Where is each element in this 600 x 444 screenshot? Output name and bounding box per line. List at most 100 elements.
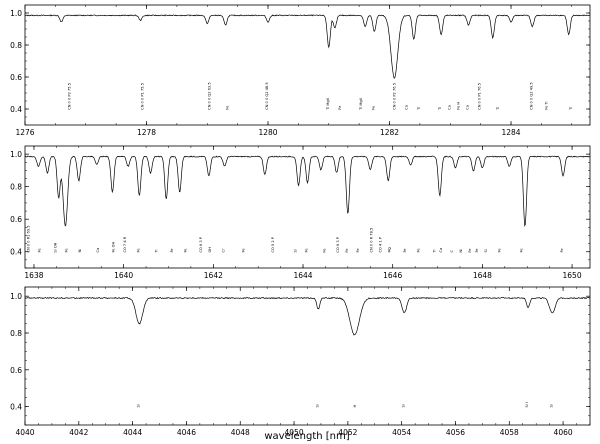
line-id-label: Ca [447,105,451,110]
line-id-label: Mg [387,247,391,252]
y-tick-label: 0.6 [10,366,22,375]
line-id-label: CN 0 0 Q2 49.5 [529,82,533,109]
spectrum-panel-2: 0.4 0.6 0.8 1.0 1638 1640 1642 1644 1646 1648 1650… [10,145,591,280]
line-id-label: Fe [183,248,187,253]
y-tick-label: 1.0 [10,9,22,18]
line-id-label: Fe H [456,102,460,110]
x-tick-label: 4040 [15,428,34,437]
line-id-label: Ni [459,249,463,253]
line-id-label: CN 0 0 P2 76.5 [393,83,397,110]
line-id-label: Ca [465,105,469,110]
line-id-label: Fe [38,248,42,253]
x-tick-label: 4052 [338,428,357,437]
line-id-label: Fe OH [112,241,116,252]
line-id-label: Fe [304,248,308,253]
line-id-label: H [353,405,357,408]
line-id-label: CN 0 0 R 78.5 [370,228,374,253]
line-id-label: Si [136,404,140,407]
line-id-label: OH [208,247,212,253]
line-id-label: CN 0 0 P2 75.5 [68,83,72,110]
line-id-label: Fe [520,248,524,253]
figure-x-axis-label: wavelength [nm] [264,431,349,442]
y-tick-label: 0.4 [10,248,22,257]
spectrum-line [24,296,591,336]
y-tick-label: 0.6 [10,215,22,224]
line-id-label: Fe [560,248,564,253]
x-tick-label: 1278 [137,128,156,137]
line-id-label: Cr [222,248,226,253]
x-tick-label: 1642 [204,271,223,280]
line-id-label: CN 0 0 P1 75.5 [140,83,144,110]
line-id-label: CN 0 0 R1 69.5 [26,225,30,252]
line-id-label: Fe [356,248,360,253]
x-tick-label: 4044 [123,428,142,437]
line-id-label: Si [484,249,488,252]
line-id-label: C [450,250,454,253]
plot-frame [24,145,591,269]
x-tick-label: 1276 [15,128,34,137]
spectrum-panel-1: 0.4 0.6 0.8 1.0 1276 1278 1280 1282 1284 CN 0 0 P… [10,4,591,137]
line-id-label: Fe [417,248,421,253]
line-id-label: Fe [403,248,407,253]
y-tick-label: 0.6 [10,73,22,82]
x-tick-label: 4058 [500,428,519,437]
line-id-label: Fe [136,248,140,253]
x-tick-label: 4042 [69,428,88,437]
line-id-label: Si [315,404,319,407]
line-id-label: Fe [475,248,479,253]
line-id-label: Fe [226,105,230,110]
panels: 0.4 0.6 0.8 1.0 1276 1278 1280 1282 1284 CN 0 0 P… [10,4,591,437]
y-tick-label: 1.0 [10,150,22,159]
line-id-label: Si I [525,402,529,407]
plot-frame [24,4,591,126]
y-tick-label: 0.8 [10,183,22,192]
line-id-label: Fe Ti [544,101,548,109]
line-id-label: Ca [96,248,100,253]
line-id-label: Ca [405,105,409,110]
line-id-label: Ti MgII [359,98,363,111]
line-id-label: Si [549,404,553,407]
x-tick-label: 4046 [177,428,196,437]
line-id-label: CN 0 0 P1 76.5 [478,83,482,110]
line-id-label: Fe [242,248,246,253]
x-tick-label: 1648 [473,271,492,280]
x-tick-label: 1640 [114,271,133,280]
spectrum-line [24,14,591,79]
y-tick-label: 0.4 [10,403,22,412]
line-id-label: Ni [78,249,82,253]
x-tick-label: 1646 [383,271,402,280]
x-tick-label: 4054 [392,428,411,437]
plot-frame [24,286,591,426]
line-id-label: Fe [338,105,342,110]
line-id-label: Ti [432,249,436,253]
line-id-label: CO 6 3 P [336,236,340,252]
line-id-label: CO 4 1 P [378,236,382,252]
y-tick-label: 1.0 [10,292,22,301]
x-tick-label: 4048 [231,428,250,437]
line-id-label: Ti [417,107,421,111]
line-id-label: Fe [497,248,501,253]
line-id-label: Ca [439,248,443,253]
line-id-label: Ti MgII [326,98,330,111]
x-tick-label: 1284 [501,128,520,137]
y-tick-label: 0.8 [10,41,22,50]
spectrum-panel-3: 0.4 0.6 0.8 1.0 4040 4042 4044 4046 4048 4050 4052… [10,286,591,437]
spectrum-line [24,155,591,227]
line-id-label: CO 6 3 P [199,236,203,252]
line-id-label: Ti [154,249,158,253]
x-tick-label: 1638 [24,271,43,280]
line-id-label: Fe [322,248,326,253]
line-id-label: Si [293,249,297,252]
line-id-label: CN 0 0 Q2 48.5 [265,82,269,109]
line-id-label: Si [401,404,405,407]
line-id-label: Fe [468,248,472,253]
line-id-label: CO 5 2 P [271,236,275,252]
line-id-label: Ti [438,107,442,111]
x-tick-label: 4056 [446,428,465,437]
line-id-label: CO 7 4 R [123,236,127,252]
x-tick-label: 1650 [563,271,582,280]
y-tick-label: 0.4 [10,105,22,114]
line-id-label: Ti [569,107,573,111]
line-id-label: Fe [371,105,375,110]
